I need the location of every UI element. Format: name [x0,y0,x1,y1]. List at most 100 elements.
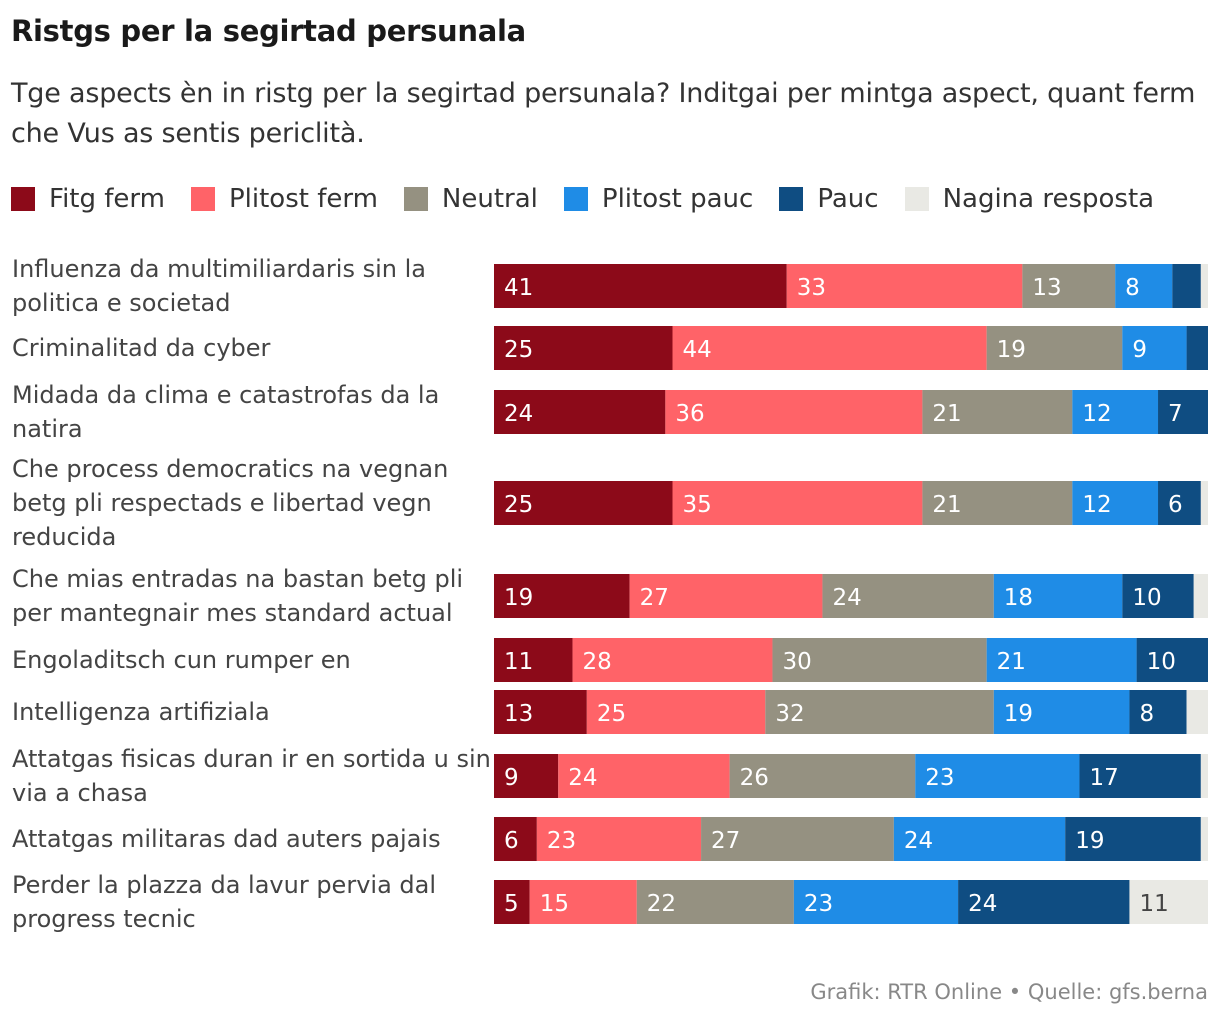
bar-segment [672,326,987,370]
data-label: 28 [583,649,612,675]
bar-segment [701,817,894,861]
bar-segment [1072,390,1159,434]
bar-segment [893,817,1066,861]
bar-row: Attatgas militaras dad auters pajais 6 23 2… [12,817,1208,861]
bar-segment [993,574,1123,618]
data-label: 27 [640,585,669,611]
category-label: Che process democratics na vegnan betg pl… [12,455,448,551]
legend-item-pauc: Pauc [779,184,879,214]
data-label: 10 [1132,585,1161,611]
bar-row: Perder la plazza da lavur pervia dal prog… [12,871,1208,933]
legend-item-nagina-resposta: Nagina resposta [904,184,1155,214]
category-label: Midada da clima e catastrofas da la natir… [12,381,439,443]
bar-segment [672,481,923,525]
bar-segment [1186,326,1208,370]
data-label: 22 [647,891,676,917]
bar-segment [494,264,787,308]
data-label: 19 [1004,701,1033,727]
data-label: 24 [904,828,933,854]
legend-item-plitost-ferm: Plitost ferm [190,184,378,214]
category-label: Attatgas fisicas duran ir en sortida u s… [12,745,491,807]
data-label: 13 [1032,275,1061,301]
bar-segment [636,880,794,924]
bar-segment [1065,817,1201,861]
data-label: 9 [1132,337,1147,363]
bar-segment [1200,754,1208,798]
bar-segment [793,880,959,924]
legend-label-nagina-resposta: Nagina resposta [942,184,1155,214]
legend-item-neutral: Neutral [403,184,538,214]
bar-segment [922,481,1073,525]
bar-segment [986,326,1123,370]
bar-segment [958,880,1130,924]
bar-segment [1200,817,1208,861]
legend-label-plitost-pauc: Plitost pauc [601,184,754,214]
legend-label-fitg-ferm: Fitg ferm [49,184,165,214]
legend-label-plitost-ferm: Plitost ferm [228,184,378,214]
data-label: 35 [683,492,712,518]
bar-row: Intelligenza artifiziala 13 25 32 19 8 [12,690,1208,734]
bar-segment [494,880,530,924]
bar-segment [494,754,559,798]
chart-title: Ristgs per la segirtad persunala [11,14,526,48]
chart-subtitle: Tge aspects èn in ristg per la segirtad … [11,78,1196,149]
bar-segment [494,817,537,861]
legend: Fitg ferm Plitost ferm Neutral Plitost p… [11,184,1211,214]
data-label: 36 [675,401,704,427]
bar-segment [822,574,994,618]
bar-segment [1129,880,1208,924]
data-label: 7 [1168,401,1183,427]
category-label: Che mias entradas na bastan betg pli per … [12,565,463,627]
data-label: 24 [504,401,533,427]
bar-segment [494,390,666,434]
bar-segment [922,390,1073,434]
bar-row: Criminalitad da cyber 25 44 19 9 [12,326,1208,370]
legend-item-fitg-ferm: Fitg ferm [11,184,165,214]
data-label: 24 [968,891,997,917]
legend-swatch-nagina-resposta [904,187,929,211]
data-label: 25 [597,701,626,727]
bar-segment [494,638,573,682]
bar-segment [536,817,702,861]
category-label: Attatgas militaras dad auters pajais [12,825,441,853]
bar-segment [1200,264,1208,308]
data-label: 26 [740,765,769,791]
bar-segment [765,690,994,734]
bar-segment [494,481,673,525]
data-label: 13 [504,701,533,727]
bar-segment [1072,481,1159,525]
data-label: 8 [1125,275,1140,301]
bar-segment [1122,326,1187,370]
data-label: 5 [504,891,519,917]
bar-segment [629,574,823,618]
data-label: 25 [504,337,533,363]
data-label: 21 [932,492,961,518]
data-label: 23 [804,891,833,917]
bar-segment [586,690,766,734]
bar-segment [1186,690,1208,734]
bar-segment [1136,638,1208,682]
bar-row: Engoladitsch cun rumper en 11 28 30 21 10 [12,638,1208,682]
data-label: 17 [1089,765,1118,791]
bar-row: Che process democratics na vegnan betg pl… [12,455,1208,551]
data-label: 19 [1075,828,1104,854]
bar-row: Che mias entradas na bastan betg pli per … [12,565,1208,627]
bar-segment [1172,264,1201,308]
bar-segment [572,638,773,682]
category-label: Perder la plazza da lavur pervia dal prog… [12,871,436,933]
data-label: 18 [1004,585,1033,611]
data-label: 19 [997,337,1026,363]
data-label: 19 [504,585,533,611]
legend-label-pauc: Pauc [817,184,879,214]
data-label: 21 [997,649,1026,675]
bar-segment [665,390,923,434]
legend-item-plitost-pauc: Plitost pauc [563,184,754,214]
data-label: 23 [547,828,576,854]
bar-segment [993,690,1130,734]
legend-label-neutral: Neutral [441,184,538,214]
bar-segment [729,754,916,798]
bar-segment [1200,481,1208,525]
data-label: 23 [925,765,954,791]
data-label: 25 [504,492,533,518]
